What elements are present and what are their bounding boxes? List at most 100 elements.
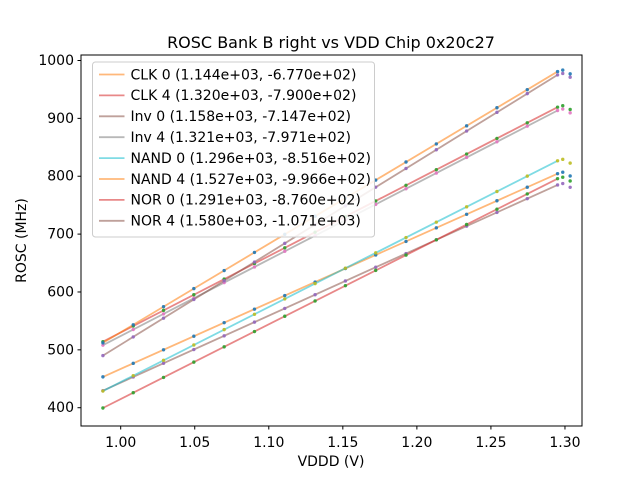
data-point bbox=[495, 189, 499, 194]
legend: CLK 0 (1.144e+03, -6.770e+02) CLK 4 (1.32… bbox=[92, 61, 375, 238]
data-point bbox=[313, 281, 317, 286]
data-point bbox=[525, 121, 529, 125]
data-point bbox=[161, 304, 166, 309]
y-tick-label: 1000 bbox=[38, 53, 74, 69]
data-point bbox=[252, 312, 257, 316]
data-point bbox=[131, 373, 135, 378]
data-point bbox=[495, 136, 499, 141]
data-point bbox=[555, 108, 560, 113]
data-point bbox=[192, 347, 196, 352]
data-point bbox=[101, 375, 105, 379]
data-point bbox=[101, 341, 105, 345]
data-point-saturated bbox=[568, 75, 572, 79]
data-point bbox=[404, 183, 408, 188]
legend-entry: CLK 0 (1.144e+03, -6.770e+02) bbox=[99, 67, 356, 83]
data-point bbox=[464, 155, 469, 160]
data-point bbox=[404, 187, 408, 191]
data-point bbox=[283, 297, 287, 301]
data-point bbox=[131, 361, 135, 366]
data-point bbox=[222, 345, 226, 349]
legend-label: CLK 4 (1.320e+03, -7.900e+02) bbox=[131, 88, 357, 104]
data-point bbox=[464, 205, 469, 209]
data-point bbox=[101, 389, 105, 393]
data-point bbox=[283, 249, 287, 254]
data-point bbox=[404, 166, 408, 171]
data-point bbox=[495, 207, 499, 211]
data-point-saturated bbox=[568, 185, 572, 189]
data-point bbox=[161, 312, 166, 316]
data-point bbox=[555, 159, 560, 163]
data-point-saturated bbox=[568, 111, 572, 115]
legend-label: NOR 4 (1.580e+03, -1.071e+03) bbox=[131, 214, 361, 230]
data-point-saturated bbox=[568, 174, 572, 178]
data-point-saturated bbox=[568, 72, 572, 76]
data-point bbox=[555, 171, 560, 176]
x-tick-label: 1.30 bbox=[549, 435, 580, 451]
y-tick-label: 400 bbox=[47, 400, 74, 416]
data-point bbox=[101, 406, 105, 410]
data-point bbox=[434, 238, 439, 242]
data-point bbox=[252, 260, 257, 264]
data-point bbox=[343, 283, 348, 288]
data-point bbox=[495, 140, 499, 144]
data-point bbox=[495, 106, 499, 110]
data-point bbox=[404, 235, 408, 240]
data-point bbox=[555, 69, 560, 74]
data-point bbox=[252, 320, 257, 324]
data-point bbox=[131, 323, 135, 327]
data-point bbox=[555, 183, 560, 187]
y-tick-label: 500 bbox=[47, 342, 74, 358]
y-tick-label: 600 bbox=[47, 284, 74, 300]
data-point bbox=[252, 307, 257, 311]
data-point bbox=[161, 316, 166, 320]
legend-entry: Inv 0 (1.158e+03, -7.147e+02) bbox=[99, 109, 351, 125]
data-point-saturated bbox=[561, 157, 565, 162]
legend-label: NAND 4 (1.527e+03, -9.966e+02) bbox=[131, 172, 371, 188]
data-point bbox=[161, 348, 166, 352]
data-point bbox=[222, 268, 226, 273]
data-point bbox=[161, 308, 166, 313]
data-point bbox=[161, 361, 166, 365]
y-tick-label: 900 bbox=[47, 111, 74, 127]
fit-line bbox=[102, 184, 558, 392]
x-tick-label: 1.10 bbox=[253, 435, 284, 451]
data-point bbox=[161, 358, 166, 363]
legend-label: NOR 0 (1.291e+03, -8.760e+02) bbox=[131, 193, 361, 209]
legend-label: NAND 0 (1.296e+03, -8.516e+02) bbox=[131, 151, 371, 167]
data-point-saturated bbox=[561, 68, 565, 72]
data-point-saturated bbox=[561, 175, 565, 179]
data-point bbox=[434, 167, 439, 172]
fit-line bbox=[102, 177, 558, 409]
legend-entry: NAND 4 (1.527e+03, -9.966e+02) bbox=[99, 172, 371, 188]
data-point bbox=[222, 320, 226, 325]
data-point bbox=[464, 222, 469, 227]
data-point bbox=[283, 314, 287, 318]
data-point bbox=[555, 176, 560, 181]
data-point-saturated bbox=[568, 179, 572, 183]
data-point bbox=[131, 391, 135, 395]
x-tick-label: 1.15 bbox=[327, 435, 358, 451]
data-point bbox=[131, 327, 135, 332]
data-point bbox=[464, 152, 469, 156]
data-point bbox=[252, 329, 257, 334]
plot-spines bbox=[80, 54, 583, 427]
data-point bbox=[131, 335, 135, 339]
data-point bbox=[283, 293, 287, 298]
data-point bbox=[374, 268, 378, 273]
data-point bbox=[101, 353, 105, 358]
x-tick-label: 1.25 bbox=[475, 435, 506, 451]
data-point-saturated bbox=[561, 71, 565, 76]
data-point bbox=[283, 306, 287, 311]
x-tick-label: 1.05 bbox=[179, 435, 210, 451]
data-point bbox=[495, 110, 499, 115]
y-tick-label: 800 bbox=[47, 169, 74, 185]
legend-label: Inv 0 (1.158e+03, -7.147e+02) bbox=[131, 109, 351, 125]
legend-entry: CLK 4 (1.320e+03, -7.900e+02) bbox=[99, 88, 356, 104]
series-nand-0 bbox=[101, 157, 572, 393]
data-point bbox=[434, 220, 439, 224]
x-axis-label: VDDD (V) bbox=[298, 454, 365, 470]
data-point bbox=[101, 343, 105, 347]
legend-entry: Inv 4 (1.321e+03, -7.971e+02) bbox=[99, 130, 351, 146]
x-tick-label: 1.00 bbox=[105, 435, 136, 451]
